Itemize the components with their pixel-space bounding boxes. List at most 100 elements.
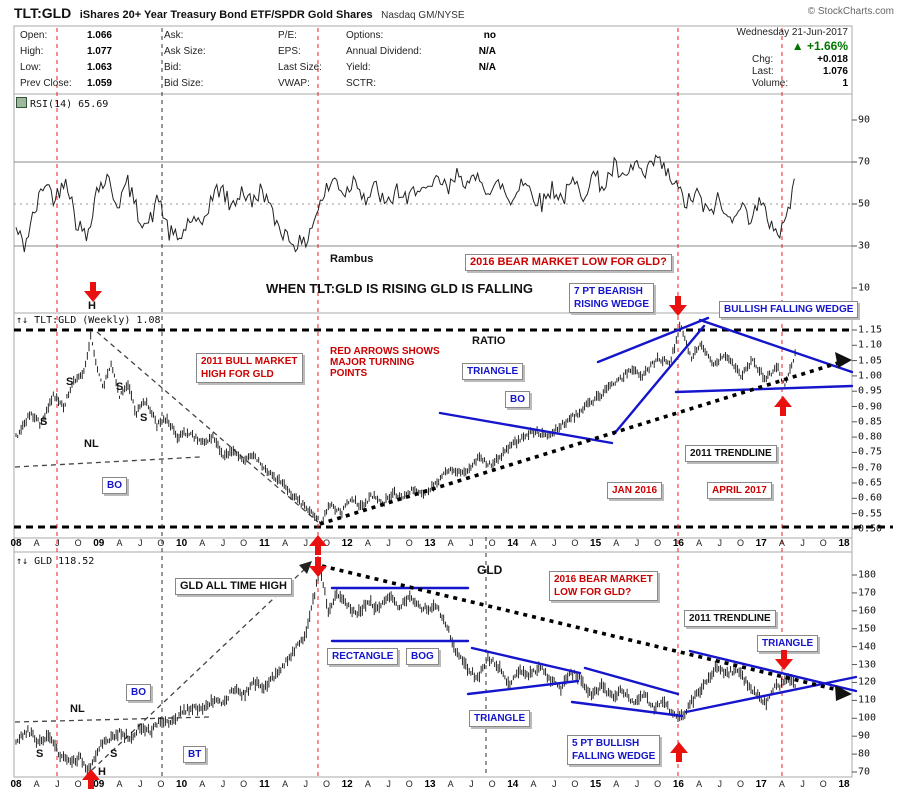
x-axis-tick-label: J (634, 779, 640, 789)
quote-change-row: Chg: +0.018 (752, 54, 848, 65)
x-axis-tick-label: O (488, 779, 496, 789)
quote-field-label: P/E: (278, 30, 297, 41)
x-axis-tick-label: 16 (672, 779, 684, 790)
quote-change-value: 1.076 (822, 66, 848, 77)
quote-change-label: Chg: (752, 54, 774, 65)
quote-field-value: 1.066 (86, 30, 112, 41)
x-axis-tick-label: 12 (341, 779, 353, 790)
x-axis-tick-label: J (469, 538, 474, 548)
quote-change-row: Volume: 1 (752, 78, 848, 89)
callout-bullish-falling-wedge: BULLISH FALLING WEDGE (719, 301, 859, 318)
x-axis-tick-label: O (74, 538, 82, 548)
y-axis-tick-label: 0.75 (858, 446, 883, 458)
updown-icon: ↑↓ (16, 315, 29, 326)
x-axis-tick-label: J (551, 538, 557, 548)
callout-april-2017: APRIL 2017 (707, 482, 772, 499)
x-axis-tick-label: J (717, 538, 723, 548)
callout-triangle-gld-mid: TRIANGLE (469, 710, 531, 727)
x-axis-tick-label: 09 (93, 779, 105, 790)
red-up-arrow (774, 396, 792, 416)
callout-gld-all-time-high: GLD ALL TIME HIGH (175, 578, 292, 595)
x-axis-tick-label: O (322, 779, 331, 789)
x-axis-tick-label: J (137, 538, 143, 548)
quote-field-value: 1.077 (86, 46, 112, 57)
quote-field-value: N/A (478, 46, 496, 57)
pattern-letter-s: S (140, 412, 148, 424)
x-axis-tick-label: 15 (590, 779, 602, 790)
x-axis-tick-label: A (199, 538, 206, 548)
pattern-letter-s: S (116, 381, 124, 393)
x-axis-tick-label: J (717, 779, 723, 789)
x-axis-tick-label: 13 (424, 538, 436, 549)
y-axis-tick-label: 1.05 (858, 355, 883, 367)
x-axis-tick-label: O (571, 538, 579, 548)
chart-title-row: TLT:GLD iShares 20+ Year Treasury Bond E… (14, 5, 465, 23)
x-axis-tick-label: A (33, 538, 40, 548)
percent-change-row: ▲ +1.66% (728, 39, 848, 53)
y-axis-tick-label: 70 (858, 766, 871, 778)
red-down-arrow (309, 557, 327, 577)
y-axis-tick-label: 90 (858, 730, 871, 742)
x-axis-tick-label: 14 (507, 538, 519, 549)
x-axis-tick-label: O (405, 779, 413, 789)
gld-label: GLD 118.52 (34, 556, 95, 567)
quote-field-label: Bid Size: (164, 78, 204, 89)
quote-field-label: High: (20, 46, 44, 57)
x-axis-tick-label: O (736, 538, 745, 548)
quote-field-value: 1.059 (86, 78, 112, 89)
x-axis-tick-label: A (364, 779, 371, 789)
x-axis-tick-label: O (240, 538, 248, 548)
symbol: TLT:GLD (14, 5, 72, 21)
y-axis-tick-label: 0.55 (858, 508, 883, 520)
quote-field-label: Options: (346, 30, 384, 41)
x-axis-tick-label: O (819, 779, 827, 789)
y-axis-tick-label: 10 (858, 282, 871, 294)
x-axis-tick-label: J (303, 779, 309, 789)
y-axis-tick-label: 130 (858, 659, 877, 671)
x-axis-tick-label: A (530, 779, 537, 789)
x-axis-tick-label: J (137, 779, 143, 789)
label-gld-panel: GLD (477, 563, 503, 577)
ratio-panel-label: ↑↓ TLT:GLD (Weekly) 1.08 (16, 315, 161, 326)
quote-field-label: Ask Size: (164, 46, 206, 57)
exchange: Nasdaq GM/NYSE (381, 10, 465, 21)
rsi-legend-icon (16, 97, 27, 108)
x-axis-tick-label: A (282, 538, 289, 548)
y-axis-tick-label: 0.80 (858, 431, 883, 443)
x-axis-tick-label: A (696, 538, 703, 548)
y-axis-tick-label: 1.00 (858, 370, 883, 382)
x-axis-tick-label: 09 (93, 538, 105, 549)
x-axis-tick-label: J (469, 779, 474, 789)
x-axis-tick-label: J (551, 779, 557, 789)
quote-field-label: Yield: (346, 62, 371, 73)
x-axis-tick-label: A (447, 538, 454, 548)
y-axis-tick-label: 90 (858, 114, 871, 126)
quote-change-panel: Wednesday 21-Jun-2017 ▲ +1.66% Chg: +0.01… (728, 27, 848, 89)
x-axis-tick-label: 10 (176, 779, 188, 790)
x-axis-tick-label: 15 (590, 538, 602, 549)
x-axis-tick-label: J (800, 779, 805, 789)
up-triangle-icon: ▲ (791, 39, 804, 53)
quote-date: Wednesday 21-Jun-2017 (736, 27, 848, 38)
pattern-letter-s: S (66, 376, 74, 388)
quote-panel: Open: 1.066 High: 1.077 Low: 1.063 Prev Close:… (14, 26, 852, 94)
rsi-label: RSI(14) 65.69 (30, 99, 109, 110)
note-main-title: WHEN TLT:GLD IS RISING GLD IS FALLING (266, 281, 533, 296)
pattern-letter-h: H (98, 766, 106, 778)
callout-2011-trendline-ratio: 2011 TRENDLINE (685, 445, 777, 462)
x-axis-tick-label: A (530, 538, 537, 548)
y-axis-tick-label: 0.95 (858, 385, 883, 397)
quote-change-value: 1 (842, 78, 848, 89)
callout-2016-bear-market-low-gld: 2016 BEAR MARKET LOW FOR GLD? (549, 571, 658, 601)
x-axis-tick-label: 17 (755, 779, 767, 790)
label-ratio: RATIO (472, 335, 506, 347)
x-axis-tick-label: A (778, 538, 785, 548)
quote-field-label: SCTR: (346, 78, 376, 89)
y-axis-tick-label: 70 (858, 156, 871, 168)
copyright: © StockCharts.com (807, 6, 894, 17)
quote-field-label: Prev Close: (20, 78, 72, 89)
x-axis-tick-label: 13 (424, 779, 436, 790)
x-axis-tick-label: O (488, 538, 496, 548)
x-axis-tick-label: A (778, 779, 785, 789)
